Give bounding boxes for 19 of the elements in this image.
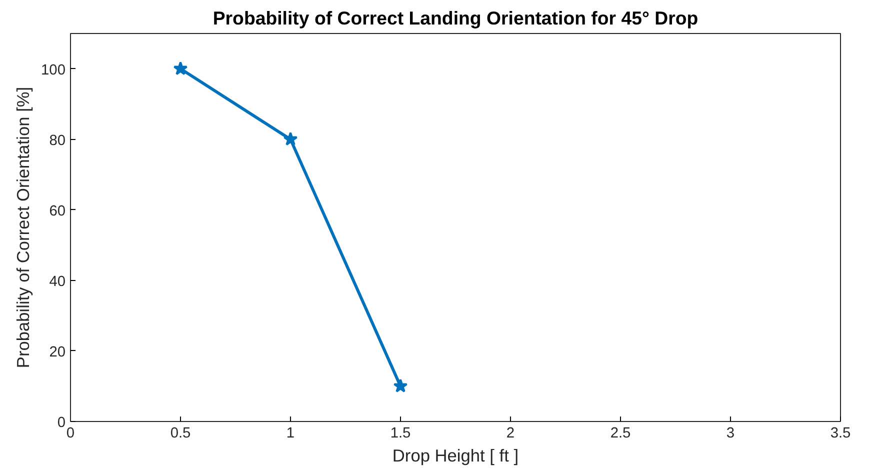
y-tick-label: 0 [57, 415, 66, 431]
point [173, 61, 188, 76]
point [283, 132, 298, 146]
x-tick-label: 2 [506, 426, 515, 442]
y-tick-label: 80 [49, 132, 66, 149]
x-tick-label: 2.5 [610, 426, 631, 442]
x-tick-label: 0.5 [170, 426, 191, 442]
x-tick-label: 3 [726, 426, 735, 442]
x-tick-label: 1 [286, 426, 295, 442]
y-tick-label: 40 [49, 274, 66, 290]
y-tick-label: 20 [49, 344, 66, 360]
x-axis-title: Drop Height [ ft ] [392, 446, 519, 466]
y-axis-title: Probability of Correct Orientation [%] [13, 86, 34, 368]
chart-title: Probability of Correct Landing Orientation for 45° Drop [212, 8, 698, 28]
y-tick-label: 100 [41, 62, 66, 78]
x-tick-label: 1.5 [390, 426, 411, 442]
y-tick-label: 60 [49, 203, 66, 220]
x-tick-label: 3.5 [830, 426, 851, 442]
point [393, 378, 408, 392]
